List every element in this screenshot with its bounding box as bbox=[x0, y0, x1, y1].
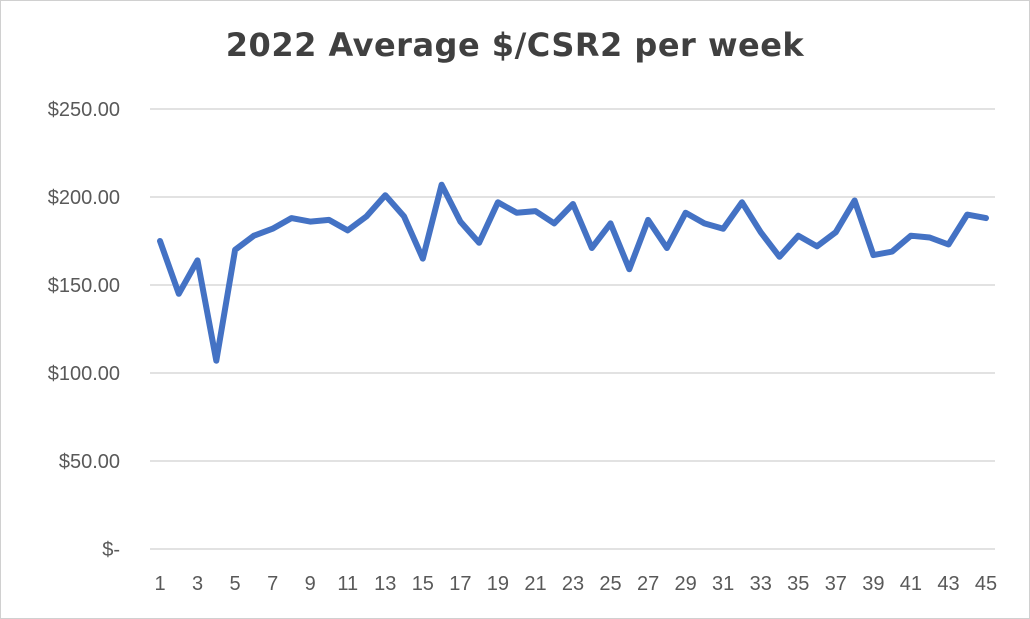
y-tick-label: $- bbox=[102, 539, 120, 561]
data-point bbox=[270, 226, 276, 232]
data-point bbox=[852, 198, 858, 204]
x-tick-label: 7 bbox=[267, 573, 278, 595]
data-point bbox=[589, 245, 595, 251]
data-point bbox=[514, 210, 520, 216]
data-point bbox=[927, 234, 933, 240]
x-tick-label: 15 bbox=[412, 573, 434, 595]
y-axis-labels: $- $50.00 $100.00 $150.00 $200.00 $250.00 bbox=[48, 99, 120, 561]
data-point bbox=[777, 254, 783, 260]
data-point bbox=[683, 210, 689, 216]
data-point bbox=[495, 199, 501, 205]
data-point bbox=[626, 266, 632, 272]
data-point bbox=[645, 217, 651, 223]
data-point bbox=[532, 208, 538, 214]
data-point bbox=[382, 192, 388, 198]
data-point bbox=[814, 243, 820, 249]
data-point bbox=[889, 249, 895, 255]
data-point bbox=[833, 229, 839, 235]
x-tick-label: 27 bbox=[637, 573, 659, 595]
data-point bbox=[701, 220, 707, 226]
data-point bbox=[307, 219, 313, 225]
data-point bbox=[401, 213, 407, 219]
data-point bbox=[983, 215, 989, 221]
x-tick-label: 23 bbox=[562, 573, 584, 595]
x-tick-label: 33 bbox=[750, 573, 772, 595]
data-point bbox=[964, 212, 970, 218]
x-tick-label: 19 bbox=[487, 573, 509, 595]
data-point bbox=[345, 227, 351, 233]
x-tick-label: 1 bbox=[154, 573, 165, 595]
data-point bbox=[795, 233, 801, 239]
data-point bbox=[720, 226, 726, 232]
data-point bbox=[364, 213, 370, 219]
data-point bbox=[420, 256, 426, 262]
y-tick-label: $100.00 bbox=[48, 363, 120, 385]
data-point bbox=[870, 252, 876, 258]
x-tick-label: 9 bbox=[305, 573, 316, 595]
x-tick-label: 29 bbox=[675, 573, 697, 595]
x-tick-label: 21 bbox=[524, 573, 546, 595]
data-point bbox=[457, 219, 463, 225]
x-tick-label: 37 bbox=[825, 573, 847, 595]
y-tick-label: $250.00 bbox=[48, 99, 120, 121]
data-point bbox=[251, 233, 257, 239]
data-point bbox=[195, 257, 201, 263]
data-point bbox=[176, 291, 182, 297]
data-point bbox=[758, 229, 764, 235]
data-point bbox=[551, 220, 557, 226]
data-point bbox=[664, 245, 670, 251]
data-point bbox=[739, 199, 745, 205]
x-tick-label: 25 bbox=[599, 573, 621, 595]
data-point bbox=[232, 247, 238, 253]
x-tick-label: 17 bbox=[449, 573, 471, 595]
y-tick-label: $200.00 bbox=[48, 187, 120, 209]
x-tick-label: 3 bbox=[192, 573, 203, 595]
x-tick-label: 13 bbox=[374, 573, 396, 595]
x-tick-label: 11 bbox=[337, 573, 358, 595]
gridlines bbox=[150, 108, 995, 550]
x-axis-labels: 1 3 5 7 9 11 13 15 17 19 21 23 25 27 29 31 33 35 37 39 41 43 4… bbox=[154, 573, 997, 595]
data-point bbox=[908, 233, 914, 239]
data-point bbox=[945, 242, 951, 248]
x-tick-label: 43 bbox=[937, 573, 959, 595]
data-point bbox=[213, 358, 219, 364]
y-tick-label: $150.00 bbox=[48, 275, 120, 297]
data-point bbox=[288, 215, 294, 221]
data-point bbox=[608, 220, 614, 226]
chart-title: 2022 Average $/CSR2 per week bbox=[225, 26, 805, 64]
x-tick-label: 5 bbox=[230, 573, 241, 595]
x-tick-label: 41 bbox=[900, 573, 922, 595]
data-point bbox=[570, 201, 576, 207]
data-point bbox=[476, 240, 482, 246]
x-tick-label: 35 bbox=[787, 573, 809, 595]
series-layer bbox=[157, 181, 989, 364]
x-tick-label: 39 bbox=[862, 573, 884, 595]
x-tick-label: 45 bbox=[975, 573, 997, 595]
x-tick-label: 31 bbox=[712, 573, 734, 595]
data-point bbox=[439, 182, 445, 188]
series-line bbox=[157, 181, 989, 364]
y-tick-label: $50.00 bbox=[59, 451, 120, 473]
data-point bbox=[157, 238, 163, 244]
data-point bbox=[326, 217, 332, 223]
